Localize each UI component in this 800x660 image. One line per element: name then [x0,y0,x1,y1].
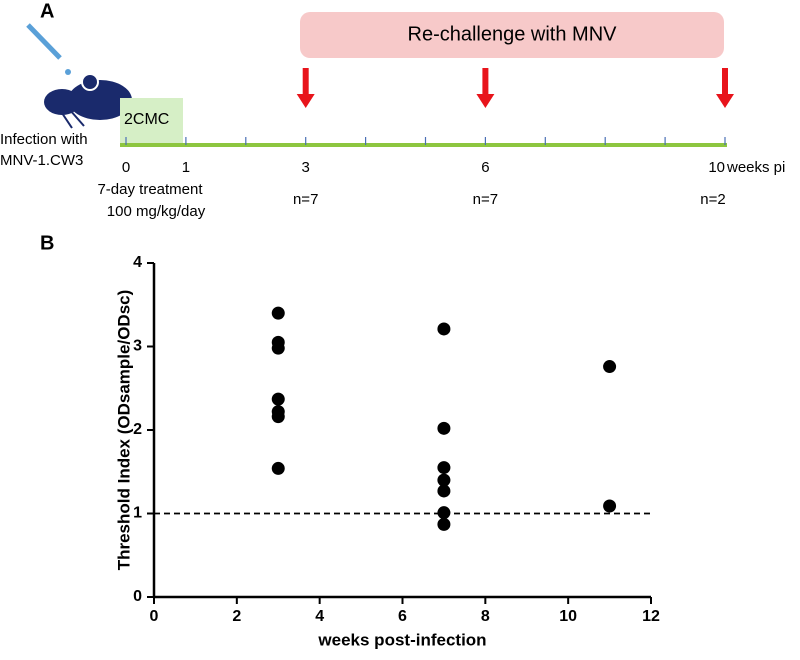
banner-text: Re-challenge with MNV [408,23,618,45]
x-tick-label: 12 [642,608,660,625]
point [271,410,285,424]
x-tick-label: 4 [315,608,324,625]
x-axis-label: weeks post-infection [317,630,486,649]
timeline-unit: weeks pi [726,159,785,176]
point [437,473,451,487]
point [437,484,451,498]
treatment-box [120,98,183,145]
timeline-tick-label: 3 [302,159,310,176]
x-tick-label: 8 [481,608,490,625]
infection-text: Infection with [0,131,88,148]
banner [300,12,724,58]
point [271,392,285,406]
point [437,506,451,520]
point [437,421,451,435]
n-label: n=7 [473,191,498,208]
x-tick-label: 2 [232,608,241,625]
timeline-tick-label: 0 [122,159,130,176]
x-tick-label: 6 [398,608,407,625]
treatment-text: 100 mg/kg/day [107,203,206,220]
y-tick-label: 2 [133,421,142,438]
treatment-text: 7-day treatment [97,181,203,198]
point [437,461,451,475]
arrow [476,68,495,108]
n-label: n=2 [700,191,725,208]
panel-label: A [40,0,54,22]
y-tick-label: 4 [133,254,142,271]
y-tick-label: 0 [133,588,142,605]
timeline-tick-label: 6 [481,159,489,176]
point [437,322,451,336]
point [271,306,285,320]
x-tick-label: 10 [559,608,577,625]
arrow [716,68,734,108]
infection-text: MNV-1.CW3 [0,152,83,169]
treatment-box-text: 2CMC [124,111,169,128]
point [271,341,285,355]
point [437,517,451,531]
arrow [296,68,315,108]
point [603,499,617,513]
x-tick-label: 0 [150,608,159,625]
timeline-tick-label: 1 [182,159,190,176]
y-tick-label: 3 [133,338,142,355]
point [603,360,617,374]
panel-label: B [40,232,54,254]
n-label: n=7 [293,191,318,208]
point [271,461,285,475]
timeline-tick-label: 10 [708,159,725,176]
y-tick-label: 1 [133,505,142,522]
y-axis-label: Threshold Index (ODsample/ODsc) [114,290,133,571]
